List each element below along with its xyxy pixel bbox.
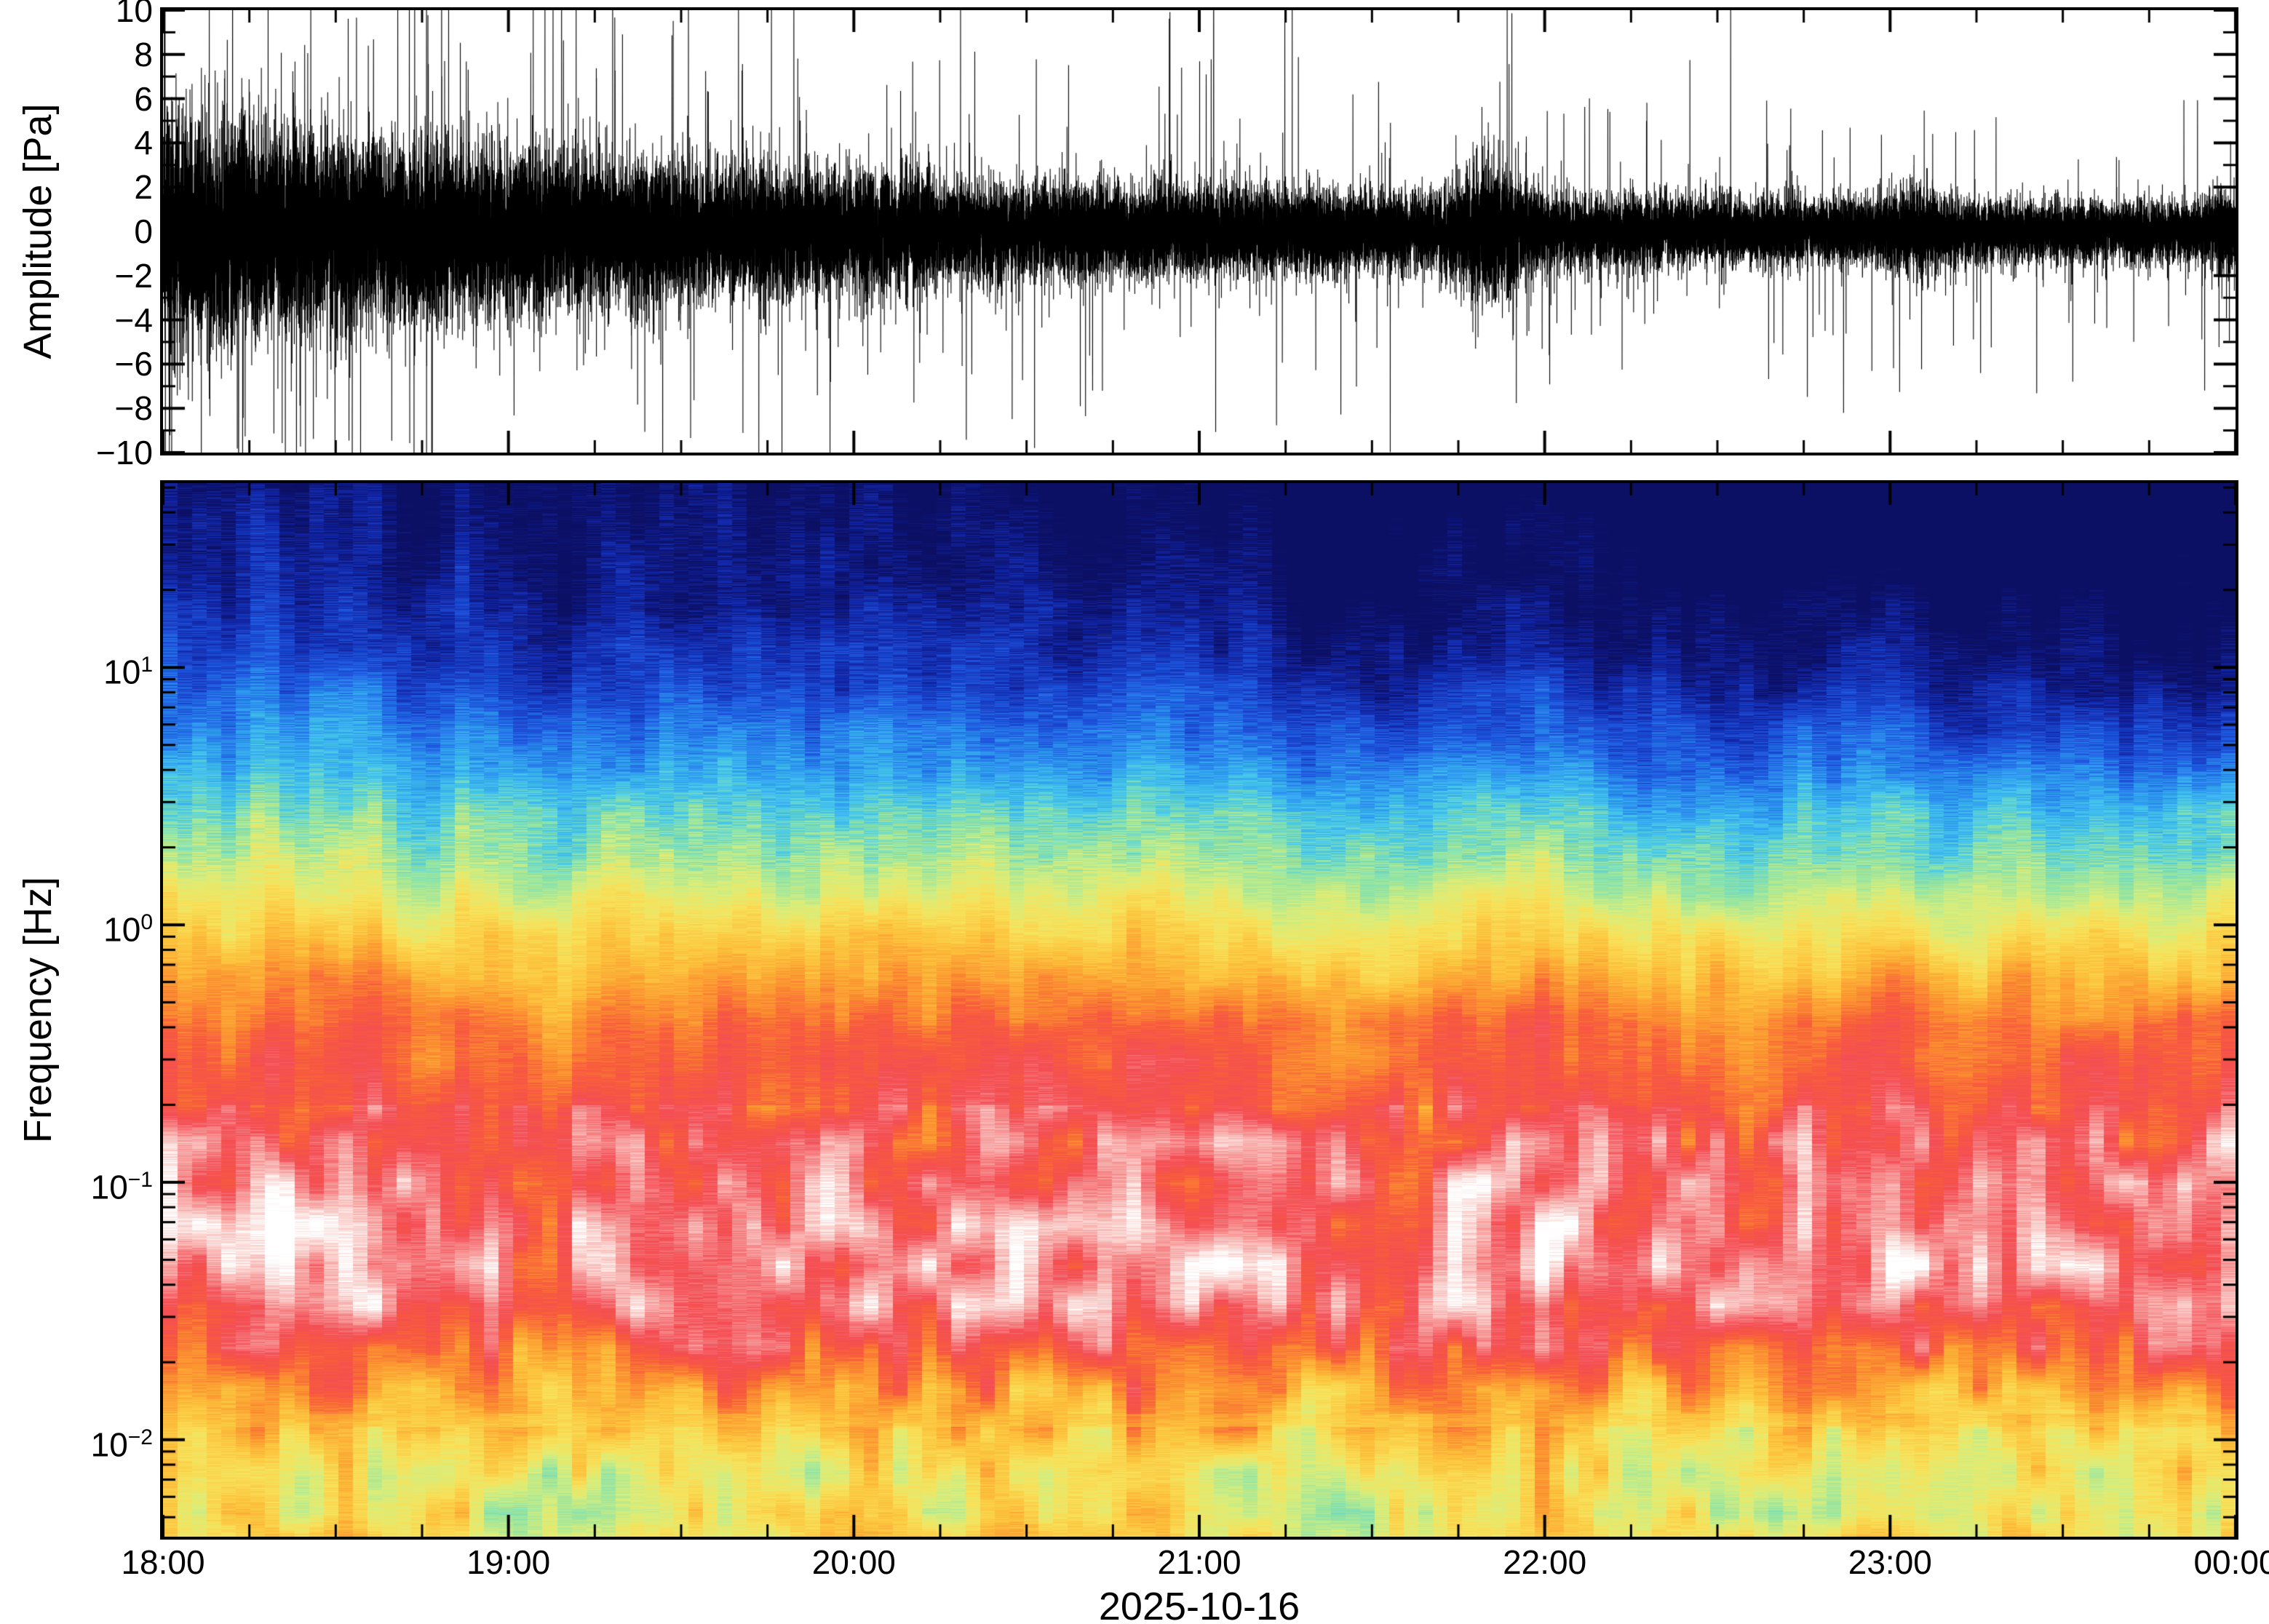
x-axis-date-label: 2025-10-16 (1098, 1585, 1300, 1624)
spectrogram-canvas (163, 483, 2236, 1537)
time-tick-label: 21:00 (1157, 1543, 1241, 1581)
time-tick-label: 00:00 (2193, 1543, 2269, 1581)
time-tick-label: 19:00 (466, 1543, 551, 1581)
waveform-y-axis-label: Amplitude [Pa] (16, 103, 60, 359)
frequency-tick-label: 101 (103, 653, 153, 691)
spectrogram-panel (160, 480, 2238, 1540)
waveform-panel (160, 7, 2238, 455)
waveform-canvas (163, 10, 2236, 453)
time-tick-label: 20:00 (811, 1543, 896, 1581)
time-tick-label: 18:00 (121, 1543, 205, 1581)
time-tick-label: 22:00 (1503, 1543, 1587, 1581)
time-tick-label: 23:00 (1848, 1543, 1932, 1581)
spectrogram-y-axis-label: Frequency [Hz] (16, 876, 60, 1144)
frequency-tick-label: 10−2 (90, 1425, 153, 1464)
